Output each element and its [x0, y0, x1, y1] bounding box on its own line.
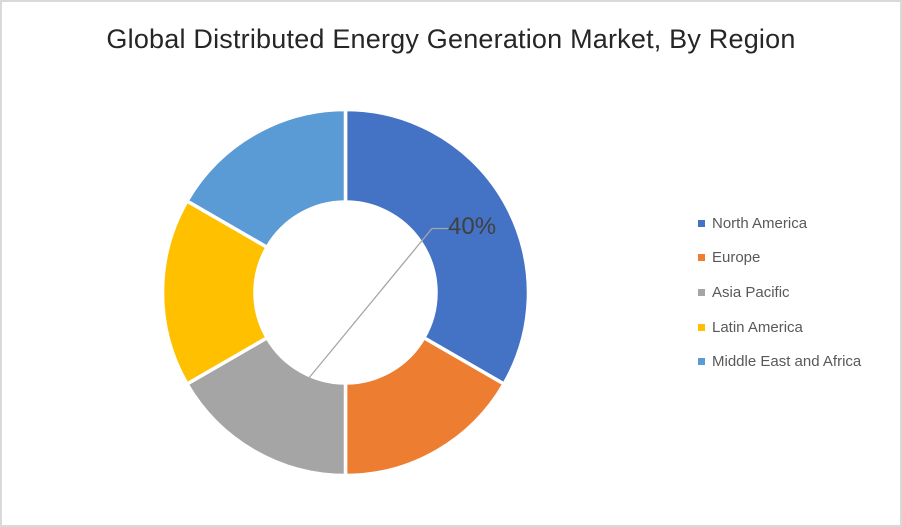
legend-label: North America: [712, 214, 808, 232]
legend-item-middle-east-and-africa[interactable]: Middle East and Africa: [698, 344, 861, 379]
legend-item-north-america[interactable]: North America: [698, 206, 861, 241]
legend-label: Asia Pacific: [712, 283, 790, 301]
donut-slice-north-america[interactable]: [343, 107, 531, 386]
legend-item-europe[interactable]: Europe: [698, 241, 861, 276]
legend-label: Latin America: [712, 318, 803, 336]
label-leader-line: [307, 227, 449, 379]
legend-item-asia-pacific[interactable]: Asia Pacific: [698, 275, 861, 310]
legend-marker-icon: [698, 288, 705, 296]
data-label-north-america: 40%: [448, 213, 497, 240]
legend-label: Middle East and Africa: [712, 353, 862, 371]
donut-slice-latin-america[interactable]: [160, 199, 269, 386]
donut-slices: [160, 107, 531, 478]
donut-slice-europe[interactable]: [343, 336, 506, 478]
legend: North America Europe Asia Pacific Latin …: [698, 206, 861, 379]
legend-marker-icon: [698, 358, 705, 366]
donut-slice-middle-east-and-africa[interactable]: [185, 107, 348, 249]
chart-title: Global Distributed Energy Generation Mar…: [106, 24, 796, 54]
legend-label: Europe: [712, 249, 761, 267]
legend-marker-icon: [698, 254, 705, 262]
legend-marker-icon: [698, 323, 705, 331]
donut-slice-asia-pacific[interactable]: [185, 336, 348, 478]
legend-marker-icon: [698, 219, 705, 227]
legend-item-latin-america[interactable]: Latin America: [698, 310, 861, 345]
